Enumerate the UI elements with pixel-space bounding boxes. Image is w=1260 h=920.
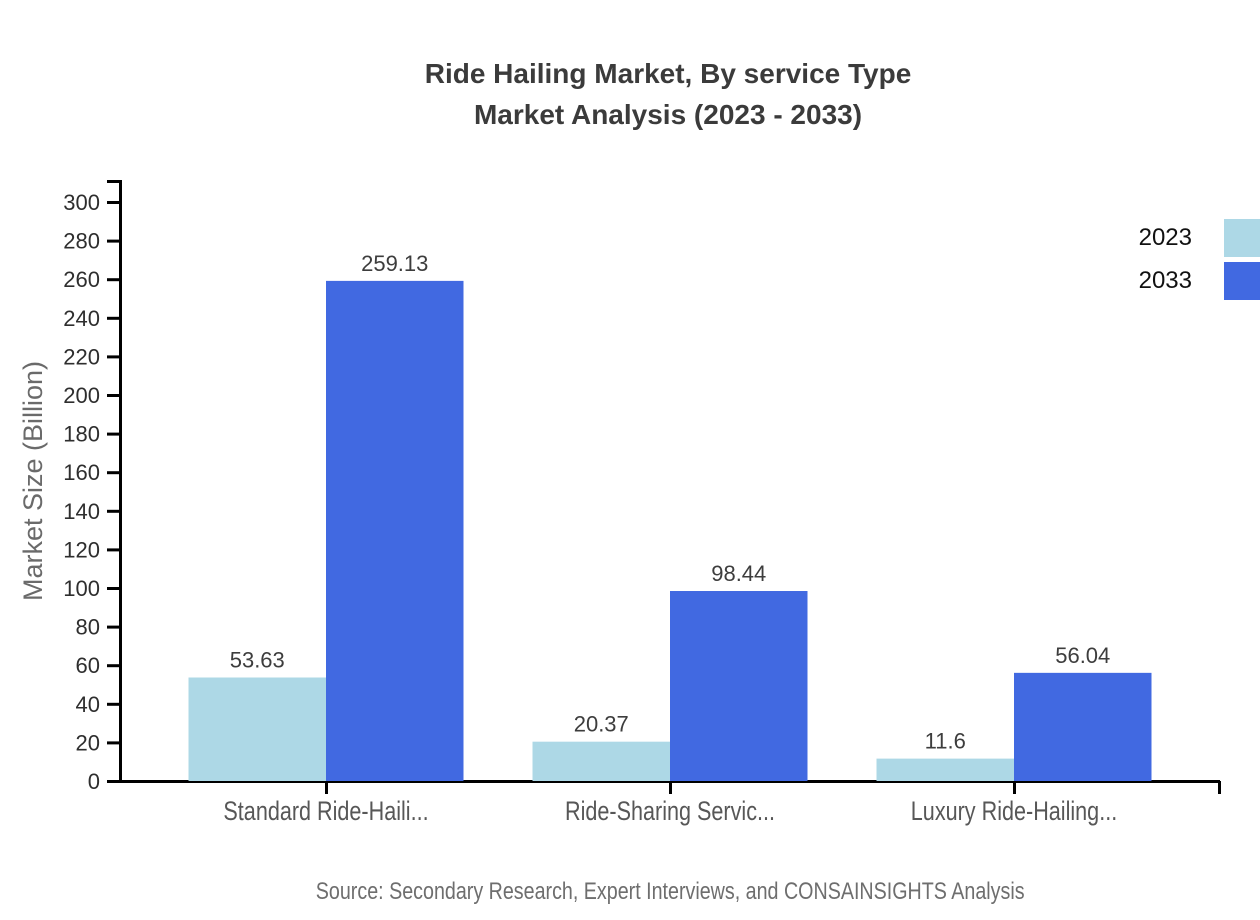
legend-swatch-2033	[1224, 262, 1260, 300]
y-tick-label-220: 220	[63, 344, 100, 369]
y-tick-label-80: 80	[76, 615, 100, 640]
y-tick-label-0: 0	[88, 769, 100, 794]
legend-item-2023: 2023	[1139, 219, 1260, 257]
value-label-2023-1: 20.37	[574, 712, 629, 737]
value-label-2023-0: 53.63	[230, 647, 285, 672]
y-tick-label-20: 20	[76, 730, 100, 755]
bar-2023-2	[876, 758, 1014, 781]
value-label-2033-2: 56.04	[1055, 643, 1110, 668]
y-tick-label-280: 280	[63, 229, 100, 254]
y-tick-label-300: 300	[63, 190, 100, 215]
chart-title-line1: Ride Hailing Market, By service Type	[424, 58, 912, 89]
y-tick-label-140: 140	[63, 499, 100, 524]
y-tick-label-260: 260	[63, 267, 100, 292]
legend-label-2033: 2033	[1138, 267, 1192, 294]
chart-title: Ride Hailing Market, By service Type Mar…	[88, 53, 1248, 135]
category-label-2: Luxury Ride-Hailing...	[911, 797, 1117, 827]
y-tick-label-200: 200	[63, 383, 100, 408]
source-text: Source: Secondary Research, Expert Inter…	[70, 878, 1260, 906]
bar-2023-0	[188, 677, 326, 781]
legend: 2023 2033	[1139, 219, 1260, 300]
bar-2033-2	[1014, 672, 1152, 781]
bar-2033-1	[670, 591, 808, 781]
bar-2023-1	[532, 741, 670, 781]
y-tick-label-240: 240	[63, 306, 100, 331]
y-tick-label-60: 60	[76, 653, 100, 678]
chart-title-line2: Market Analysis (2023 - 2033)	[473, 99, 863, 130]
y-tick-label-180: 180	[63, 422, 100, 447]
value-label-2023-2: 11.6	[925, 729, 966, 754]
legend-swatch-2023	[1224, 219, 1260, 257]
y-tick-label-100: 100	[63, 576, 100, 601]
y-tick-label-120: 120	[63, 537, 100, 562]
value-label-2033-0: 259.13	[361, 251, 428, 276]
legend-item-2033: 2033	[1139, 262, 1260, 300]
y-tick-label-160: 160	[63, 460, 100, 485]
legend-label-2023: 2023	[1138, 224, 1192, 251]
bar-2033-0	[326, 280, 464, 781]
category-label-1: Ride-Sharing Servic...	[565, 797, 775, 827]
category-label-0: Standard Ride-Haili...	[223, 797, 428, 827]
y-tick-label-40: 40	[76, 692, 100, 717]
source-text-label: Source: Secondary Research, Expert Inter…	[315, 878, 1025, 905]
value-label-2033-1: 98.44	[711, 561, 766, 586]
